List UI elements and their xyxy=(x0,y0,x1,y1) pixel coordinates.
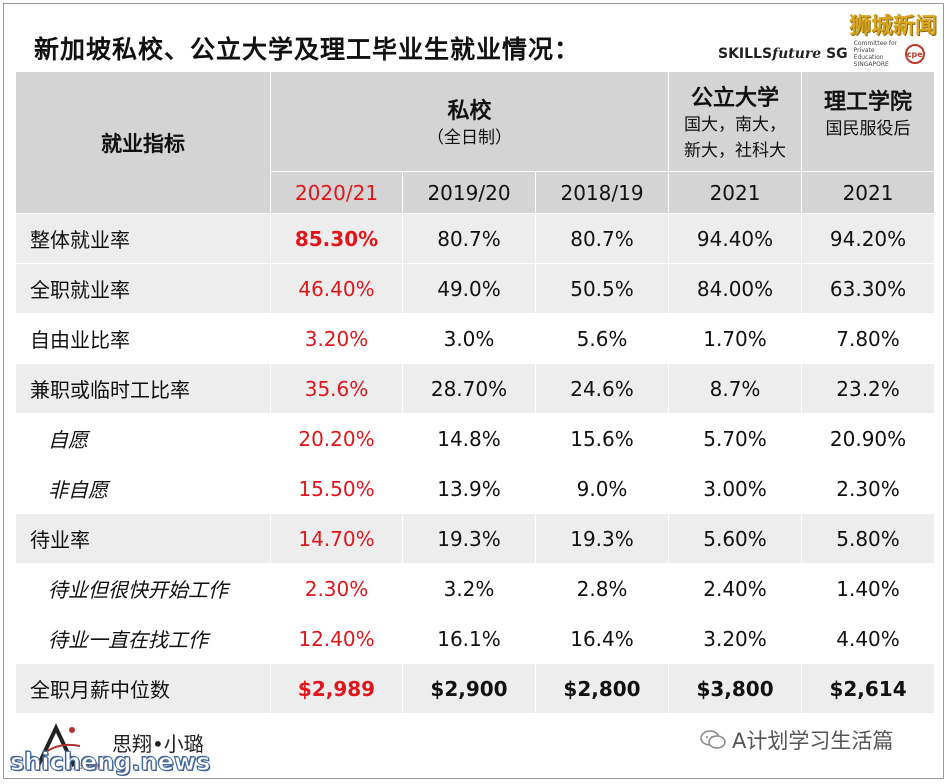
cell: 1.40% xyxy=(801,563,936,614)
header-indicator: 就业指标 xyxy=(15,71,271,214)
cell: $2,614 xyxy=(801,663,936,714)
cell: 3.20% xyxy=(270,313,403,364)
frame xyxy=(3,3,944,779)
cell: 63.30% xyxy=(801,263,936,314)
cell: 20.90% xyxy=(801,413,936,464)
table-row: 全职就业率 46.40% 49.0% 50.5% 84.00% 63.30% xyxy=(15,263,936,314)
cell: 3.20% xyxy=(668,613,803,664)
cell: 46.40% xyxy=(270,263,403,314)
cell: 14.8% xyxy=(402,413,536,464)
cell: 3.0% xyxy=(402,313,536,364)
author-logo: 海龙环球教育 xyxy=(30,722,108,772)
cell: 4.40% xyxy=(801,613,936,664)
header-private-school: 私校 （全日制） xyxy=(269,71,670,172)
skillsfuture-logo: SKILLSfuture SG xyxy=(718,46,848,62)
cell: 2.30% xyxy=(270,563,403,614)
row-label: 整体就业率 xyxy=(15,213,271,264)
cell: $2,989 xyxy=(270,663,403,714)
table-row: 自愿 20.20% 14.8% 15.6% 5.70% 20.90% xyxy=(15,413,936,464)
cpe-logo: cpe xyxy=(904,44,925,64)
cell: 84.00% xyxy=(668,263,803,314)
cell: 14.70% xyxy=(270,513,403,564)
row-label: 兼职或临时工比率 xyxy=(15,363,271,414)
cell: 94.40% xyxy=(668,213,803,264)
table-row: 全职月薪中位数 $2,989 $2,900 $2,800 $3,800 $2,6… xyxy=(15,663,936,714)
cell: 12.40% xyxy=(270,613,403,664)
cell: 5.60% xyxy=(668,513,803,564)
cell: 15.50% xyxy=(270,463,403,514)
cell: 1.70% xyxy=(668,313,803,364)
author-logo-icon: 海龙环球教育 xyxy=(36,723,108,771)
year-2021-poly: 2021 xyxy=(801,171,936,214)
header-public-univ: 公立大学 国大，南大， 新大，社科大 xyxy=(668,71,803,172)
watermark-bottom: shicheng.news xyxy=(9,748,211,777)
cell: 19.3% xyxy=(534,513,670,564)
watermark-top: 狮城新闻 xyxy=(848,14,937,39)
cell: 94.20% xyxy=(801,213,936,264)
year-2018-19: 2018/19 xyxy=(534,171,670,214)
page-title: 新加坡私校、公立大学及理工毕业生就业情况： xyxy=(34,35,581,64)
cell: 5.6% xyxy=(534,313,670,364)
cell: $3,800 xyxy=(668,663,803,714)
cell: 2.8% xyxy=(534,563,670,614)
cell: 5.80% xyxy=(801,513,936,564)
svg-text:海龙环球教育: 海龙环球教育 xyxy=(66,762,100,771)
table-row: 整体就业率 85.30% 80.7% 80.7% 94.40% 94.20% xyxy=(15,213,936,264)
cell: 49.0% xyxy=(402,263,536,314)
cell: 13.9% xyxy=(402,463,536,514)
year-2020-21: 2020/21 xyxy=(270,171,403,214)
cell: 50.5% xyxy=(534,263,670,314)
cell: 80.7% xyxy=(534,213,670,264)
cell: 19.3% xyxy=(402,513,536,564)
author-name: 思翔•小璐 xyxy=(112,732,204,756)
cell: 16.4% xyxy=(534,613,670,664)
cell: 16.1% xyxy=(402,613,536,664)
row-label: 自由业比率 xyxy=(15,313,271,364)
cell: 35.6% xyxy=(270,363,403,414)
row-label: 非自愿 xyxy=(15,463,271,514)
wechat-account-name: A计划学习生活篇 xyxy=(732,729,894,753)
employment-table: 就业指标 私校 （全日制） 公立大学 国大，南大， 新大，社科大 理工学院 国民… xyxy=(15,71,936,714)
cpe-logo-group: Committee for Private Education SINGAPOR… xyxy=(854,40,925,68)
wechat-icon xyxy=(700,729,726,751)
cell: 8.7% xyxy=(668,363,803,414)
table-row: 自由业比率 3.20% 3.0% 5.6% 1.70% 7.80% xyxy=(15,313,936,364)
cell: 7.80% xyxy=(801,313,936,364)
cpe-caption: Committee for Private Education SINGAPOR… xyxy=(853,40,898,68)
cell: $2,900 xyxy=(402,663,536,714)
header-poly: 理工学院 国民服役后 xyxy=(801,71,936,172)
year-2019-20: 2019/20 xyxy=(402,171,536,214)
row-label: 全职月薪中位数 xyxy=(15,663,271,714)
table-row: 非自愿 15.50% 13.9% 9.0% 3.00% 2.30% xyxy=(15,463,936,514)
row-label: 待业但很快开始工作 xyxy=(15,563,271,614)
table-row: 兼职或临时工比率 35.6% 28.70% 24.6% 8.7% 23.2% xyxy=(15,363,936,414)
table-row: 待业率 14.70% 19.3% 19.3% 5.60% 5.80% xyxy=(15,513,936,564)
cell: 85.30% xyxy=(270,213,403,264)
cell: 15.6% xyxy=(534,413,670,464)
cell: 28.70% xyxy=(402,363,536,414)
cell: 2.30% xyxy=(801,463,936,514)
cell: 2.40% xyxy=(668,563,803,614)
cell: 80.7% xyxy=(402,213,536,264)
brand-logos: SKILLSfuture SG Committee for Private Ed… xyxy=(718,40,925,68)
year-2021-univ: 2021 xyxy=(668,171,803,214)
table-row: 待业但很快开始工作 2.30% 3.2% 2.8% 2.40% 1.40% xyxy=(15,563,936,614)
row-label: 待业率 xyxy=(15,513,271,564)
cell: 20.20% xyxy=(270,413,403,464)
cell: 24.6% xyxy=(534,363,670,414)
row-label: 全职就业率 xyxy=(15,263,271,314)
row-label: 自愿 xyxy=(15,413,271,464)
cell: 9.0% xyxy=(534,463,670,514)
wechat-account: A计划学习生活篇 xyxy=(700,725,893,755)
cell: 3.2% xyxy=(402,563,536,614)
cell: $2,800 xyxy=(534,663,670,714)
table-row: 待业一直在找工作 12.40% 16.1% 16.4% 3.20% 4.40% xyxy=(15,613,936,664)
cell: 3.00% xyxy=(668,463,803,514)
row-label: 待业一直在找工作 xyxy=(15,613,271,664)
cell: 5.70% xyxy=(668,413,803,464)
cell: 23.2% xyxy=(801,363,936,414)
